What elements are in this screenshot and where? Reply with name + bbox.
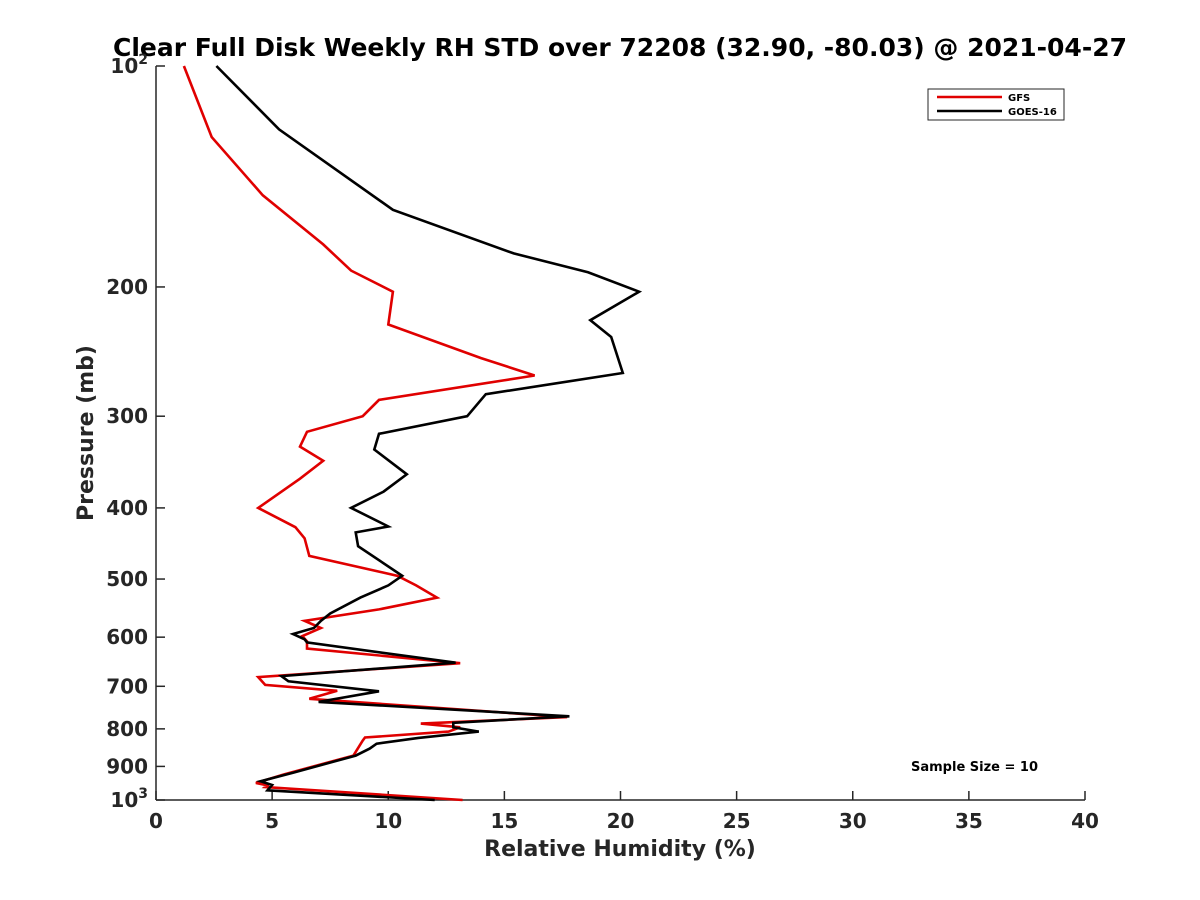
series-line-gfs: [182, 65, 568, 802]
y-tick-label: 102: [110, 52, 148, 78]
y-tick-label: 103: [110, 786, 148, 812]
sample-size-annotation: Sample Size = 10: [911, 760, 1038, 775]
x-tick-label: 40: [1071, 809, 1099, 833]
plot-area: [155, 66, 1085, 801]
y-axis-ticks: 102 200 300 400 500 600 700 800 900 103: [106, 52, 165, 812]
x-tick-label: 15: [490, 809, 518, 833]
legend-label-gfs: GFS: [1008, 93, 1030, 104]
x-tick-label: 25: [723, 809, 751, 833]
x-axis-label: Relative Humidity (%): [484, 837, 756, 862]
x-tick-label: 20: [607, 809, 635, 833]
series-line-goes-16: [215, 65, 643, 802]
legend-label-goes16: GOES-16: [1008, 107, 1057, 118]
y-tick-label: 200: [106, 275, 148, 299]
y-tick-label: 600: [106, 625, 148, 649]
x-tick-label: 35: [955, 809, 983, 833]
x-tick-label: 30: [839, 809, 867, 833]
y-tick-label: 900: [106, 754, 148, 778]
y-axis-label: Pressure (mb): [74, 345, 99, 521]
y-tick-label: 700: [106, 674, 148, 698]
y-tick-label: 400: [106, 496, 148, 520]
x-axis-ticks: 0 5 10 15 20 25 30 35 40: [149, 791, 1099, 833]
x-tick-label: 5: [265, 809, 279, 833]
y-tick-label: 300: [106, 404, 148, 428]
y-tick-label: 500: [106, 567, 148, 591]
x-tick-label: 10: [374, 809, 402, 833]
legend: GFS GOES-16: [927, 88, 1065, 121]
x-tick-label: 0: [149, 809, 163, 833]
legend-box: [927, 88, 1065, 121]
y-tick-label: 800: [106, 717, 148, 741]
series-layer: [182, 65, 643, 802]
chart-title: Clear Full Disk Weekly RH STD over 72208…: [113, 33, 1127, 62]
